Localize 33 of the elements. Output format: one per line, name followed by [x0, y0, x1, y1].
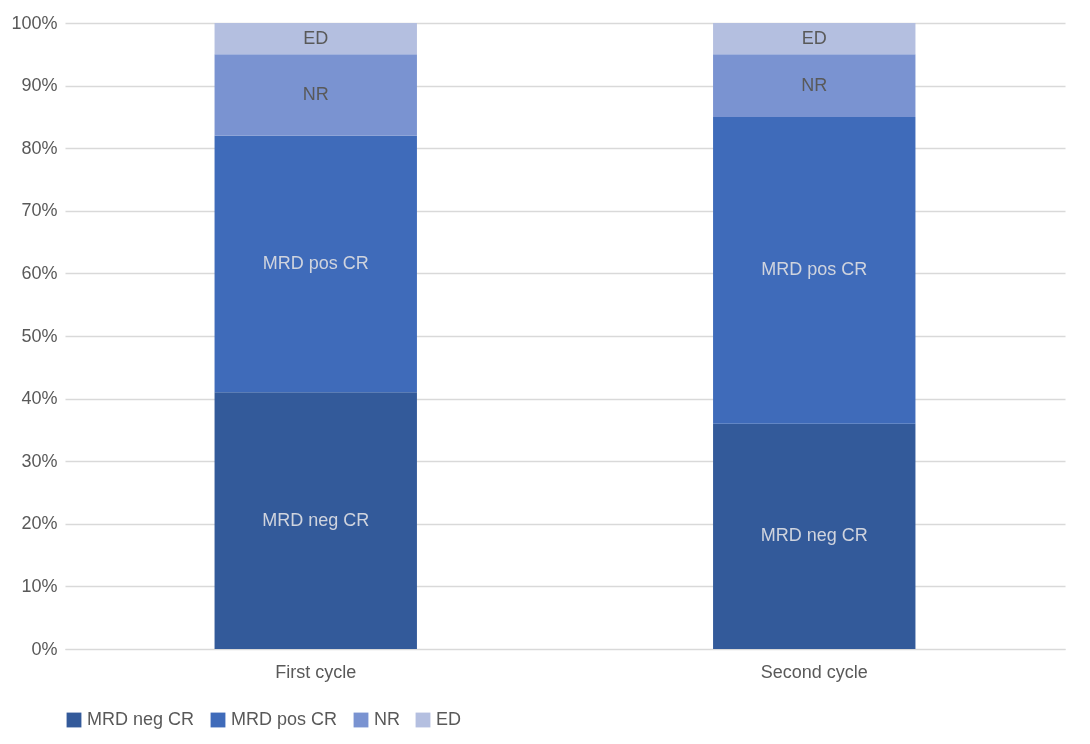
text: NR — [801, 74, 828, 95]
bar — [713, 116, 916, 424]
bar — [214, 54, 417, 136]
bar — [713, 23, 916, 55]
legend-label: NR — [374, 709, 400, 729]
text: MRD pos CR — [761, 259, 868, 280]
bar — [713, 423, 916, 649]
text: MRD neg CR — [262, 509, 370, 530]
y-tick-label: 70% — [21, 200, 58, 221]
bar — [713, 54, 916, 117]
y-tick-label: 40% — [21, 388, 58, 409]
legend-label: MRD neg CR — [87, 709, 195, 729]
x-tick-label: Second cycle — [760, 661, 868, 682]
text: NR — [302, 83, 329, 104]
bar — [214, 392, 417, 649]
y-tick-label: 30% — [21, 450, 58, 471]
y-tick-label: 80% — [21, 137, 58, 158]
text: MRD neg CR — [760, 525, 868, 546]
text: ED — [303, 27, 329, 48]
bar — [214, 23, 417, 55]
bar — [214, 135, 417, 393]
y-tick-label: 0% — [31, 638, 58, 659]
text: ED — [801, 27, 827, 48]
y-tick-label: 20% — [21, 513, 58, 534]
y-tick-label: 50% — [21, 325, 58, 346]
y-tick-label: 100% — [11, 12, 58, 33]
text: MRD pos CR — [262, 253, 369, 274]
x-tick-label: First cycle — [275, 661, 357, 682]
y-tick-label: 90% — [21, 75, 58, 96]
y-tick-label: 10% — [21, 575, 58, 596]
legend-label: ED — [436, 709, 462, 729]
y-tick-label: 60% — [21, 262, 58, 283]
legend-label: MRD pos CR — [231, 709, 338, 729]
